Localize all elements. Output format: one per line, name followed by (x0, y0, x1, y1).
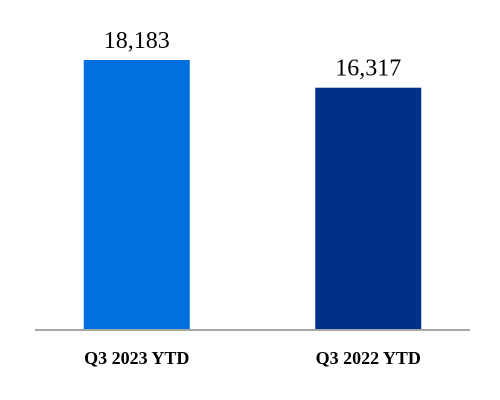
bar-q3-2023-ytd (83, 60, 190, 330)
x-tick-label-q3-2023-ytd: Q3 2023 YTD (84, 348, 189, 368)
x-tick-label-q3-2022-ytd: Q3 2022 YTD (316, 348, 421, 368)
bar-q3-2022-ytd (315, 87, 422, 330)
x-tick-labels-group: Q3 2023 YTD Q3 2022 YTD (84, 348, 421, 368)
value-label-q3-2023-ytd: 18,183 (104, 28, 170, 54)
value-label-q3-2022-ytd: 16,317 (335, 56, 401, 82)
value-labels-group: 18,183 16,317 (104, 28, 402, 82)
bars-group (83, 60, 422, 330)
